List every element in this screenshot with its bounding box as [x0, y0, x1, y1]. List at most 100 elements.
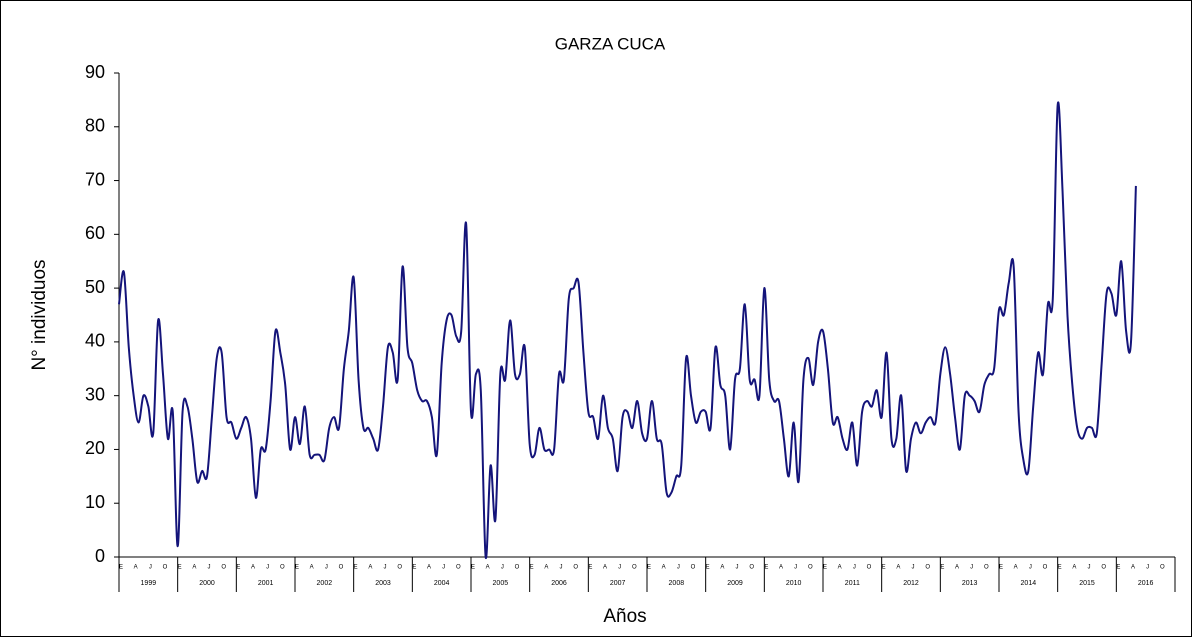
x-tick-label: A — [427, 565, 431, 571]
x-tick-label: O — [456, 565, 461, 571]
chart-title: GARZA CUCA — [555, 34, 666, 53]
x-tick-label: E — [412, 565, 416, 571]
group-label: 2010 — [786, 580, 802, 587]
x-tick-label: J — [1088, 565, 1091, 571]
x-tick-label: J — [618, 565, 621, 571]
group-label: 2003 — [375, 580, 391, 587]
y-tick-label: 50 — [85, 277, 105, 297]
x-tick-label: J — [266, 565, 269, 571]
y-tick-label: 40 — [85, 331, 105, 351]
x-tick-label: O — [1101, 565, 1106, 571]
x-tick-label: E — [119, 565, 123, 571]
x-tick-label: E — [178, 565, 182, 571]
x-tick-label: A — [1014, 565, 1018, 571]
x-tick-label: E — [588, 565, 592, 571]
group-label: 2007 — [610, 580, 626, 587]
x-tick-label: E — [823, 565, 827, 571]
x-tick-label: E — [1116, 565, 1120, 571]
group-label: 2011 — [845, 580, 860, 587]
x-tick-label: A — [192, 565, 196, 571]
x-tick-label: J — [560, 565, 563, 571]
x-tick-label: O — [163, 565, 168, 571]
x-tick-label: A — [779, 565, 783, 571]
x-tick-label: E — [530, 565, 534, 571]
x-tick-label: J — [1146, 565, 1149, 571]
x-tick-label: O — [515, 565, 520, 571]
group-label: 2002 — [317, 580, 333, 587]
x-tick-label: J — [442, 565, 445, 571]
y-axis-label: N° individuos — [29, 259, 50, 370]
x-tick-label: J — [853, 565, 856, 571]
x-tick-label: A — [603, 565, 607, 571]
x-tick-label: E — [354, 565, 358, 571]
x-tick-label: O — [925, 565, 930, 571]
y-tick-label: 20 — [85, 438, 105, 458]
group-label: 1999 — [141, 580, 157, 587]
x-tick-label: O — [632, 565, 637, 571]
x-tick-label: A — [1131, 565, 1135, 571]
x-tick-label: E — [1058, 565, 1062, 571]
group-label: 2004 — [434, 580, 450, 587]
x-tick-label: J — [501, 565, 504, 571]
group-label: 2015 — [1079, 580, 1095, 587]
x-tick-label: A — [251, 565, 255, 571]
x-tick-label: J — [384, 565, 387, 571]
x-tick-label: A — [134, 565, 138, 571]
data-line — [118, 101, 1137, 559]
group-label: 2006 — [551, 580, 567, 587]
x-tick-label: O — [397, 565, 402, 571]
x-tick-label: O — [808, 565, 813, 571]
x-tick-label: A — [896, 565, 900, 571]
x-tick-label: A — [955, 565, 959, 571]
x-tick-label: E — [882, 565, 886, 571]
x-tick-label: O — [280, 565, 285, 571]
x-tick-label: E — [236, 565, 240, 571]
x-tick-label: O — [984, 565, 989, 571]
x-tick-label: E — [764, 565, 768, 571]
x-tick-label: J — [149, 565, 152, 571]
x-tick-label: E — [706, 565, 710, 571]
x-tick-label: O — [339, 565, 344, 571]
x-tick-label: J — [794, 565, 797, 571]
group-label: 2014 — [1021, 580, 1037, 587]
group-label: 2001 — [258, 580, 274, 587]
x-tick-label: E — [471, 565, 475, 571]
y-tick-label: 10 — [85, 492, 105, 512]
x-tick-label: A — [662, 565, 666, 571]
y-tick-label: 0 — [95, 546, 105, 566]
x-tick-label: J — [325, 565, 328, 571]
x-tick-label: E — [940, 565, 944, 571]
group-label: 2009 — [727, 580, 743, 587]
group-label: 2000 — [199, 580, 215, 587]
x-tick-label: J — [208, 565, 211, 571]
y-tick-label: 30 — [85, 384, 105, 404]
y-tick-label: 70 — [85, 169, 105, 189]
y-tick-label: 80 — [85, 116, 105, 136]
x-tick-label: A — [720, 565, 724, 571]
x-tick-label: A — [1072, 565, 1076, 571]
x-tick-label: A — [544, 565, 548, 571]
x-tick-label: E — [999, 565, 1003, 571]
y-tick-label: 90 — [85, 62, 105, 82]
x-tick-label: J — [677, 565, 680, 571]
x-tick-label: J — [736, 565, 739, 571]
x-tick-label: O — [867, 565, 872, 571]
group-label: 2013 — [962, 580, 978, 587]
x-tick-label: O — [1043, 565, 1048, 571]
group-label: 2005 — [493, 580, 509, 587]
x-tick-label: O — [691, 565, 696, 571]
x-tick-label: J — [1029, 565, 1032, 571]
x-tick-label: J — [970, 565, 973, 571]
x-tick-label: O — [573, 565, 578, 571]
x-tick-label: A — [368, 565, 372, 571]
x-tick-label: A — [310, 565, 314, 571]
y-tick-label: 60 — [85, 223, 105, 243]
x-tick-label: E — [295, 565, 299, 571]
x-tick-label: J — [912, 565, 915, 571]
x-tick-label: O — [1160, 565, 1165, 571]
x-axis-label: Años — [603, 606, 646, 627]
x-tick-label: A — [838, 565, 842, 571]
x-tick-label: E — [647, 565, 651, 571]
